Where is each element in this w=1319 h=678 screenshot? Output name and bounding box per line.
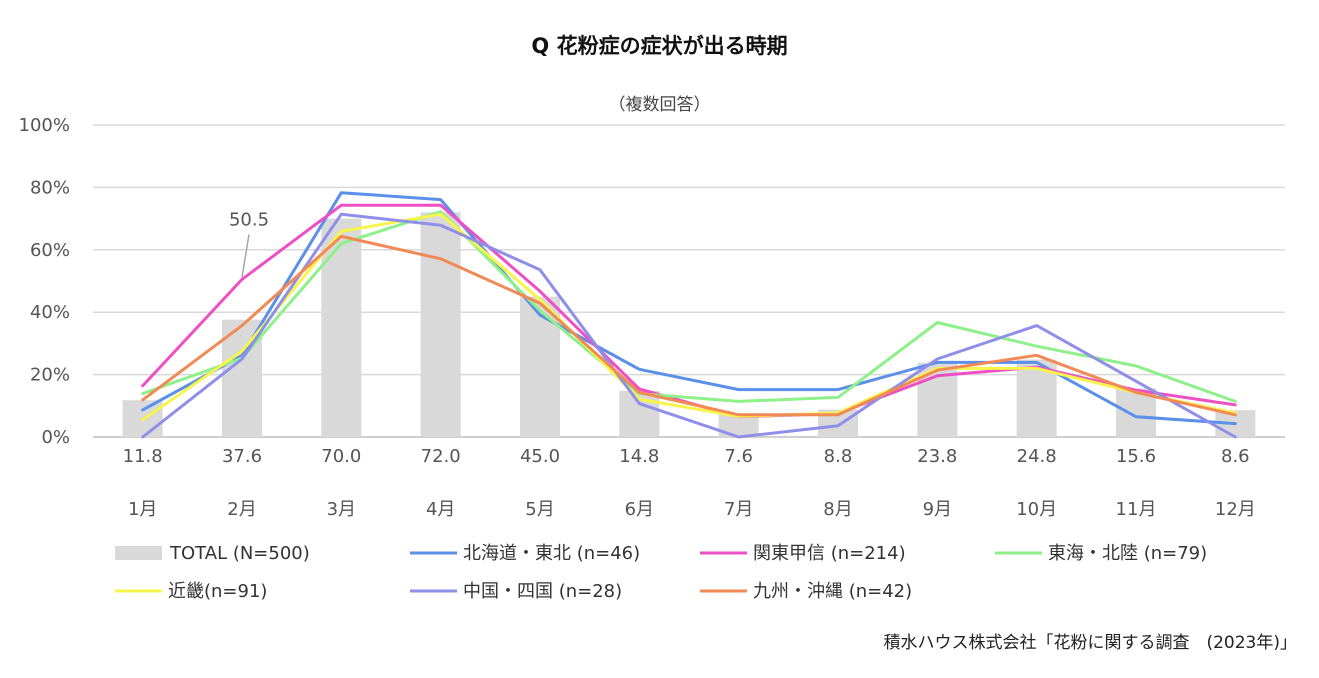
legend-label: 関東甲信 (n=214)	[753, 543, 906, 564]
y-tick-label: 20%	[30, 365, 70, 386]
bar-value-label: 37.6	[222, 446, 262, 467]
annotation: 50.5	[229, 209, 269, 278]
series-line	[141, 210, 1237, 403]
legend-swatch-bar	[115, 546, 162, 560]
x-tick-label: 1月	[128, 499, 157, 520]
legend-label: 東海・北陸 (n=79)	[1048, 543, 1207, 564]
legend-label: 中国・四国 (n=28)	[463, 581, 622, 602]
x-tick-label: 12月	[1215, 499, 1256, 520]
bar-series	[122, 212, 1256, 437]
y-tick-label: 0%	[41, 427, 70, 448]
bar-value-label: 15.6	[1116, 446, 1156, 467]
bar-value-label: 11.8	[123, 446, 163, 467]
bar-total	[718, 413, 759, 437]
legend-label: 近畿(n=91)	[168, 581, 267, 602]
legend-item: 北海道・東北 (n=46)	[410, 543, 640, 564]
y-tick-label: 40%	[30, 302, 70, 323]
legend-item-total: TOTAL (N=500)	[115, 543, 310, 564]
bar-total	[321, 218, 362, 437]
legend-label: TOTAL (N=500)	[169, 543, 310, 564]
series-line	[141, 203, 1237, 419]
line-series	[141, 191, 1237, 439]
y-tick-label: 80%	[30, 177, 70, 198]
bar-value-label: 24.8	[1017, 446, 1057, 467]
bar-value-label: 72.0	[421, 446, 461, 467]
legend: TOTAL (N=500) 北海道・東北 (n=46) 関東甲信 (n=214) 東海…	[115, 543, 1207, 602]
source-note: 積水ハウス株式会社「花粉に関する調査 (2023年)」	[883, 633, 1297, 653]
bar-value-label: 70.0	[321, 446, 361, 467]
x-tick-label: 9月	[923, 499, 952, 520]
x-tick-label: 8月	[823, 499, 852, 520]
legend-item: 東海・北陸 (n=79)	[995, 543, 1207, 564]
x-axis: 11.8 37.6 70.0 72.0 45.0 14.8 7.6 8.8 23.8 24.8 15…	[123, 446, 1256, 520]
legend-item: 関東甲信 (n=214)	[700, 543, 906, 564]
x-tick-label: 6月	[625, 499, 654, 520]
x-tick-label: 5月	[525, 499, 554, 520]
x-tick-label: 3月	[327, 499, 356, 520]
x-tick-label: 4月	[426, 499, 455, 520]
y-axis: 0% 20% 40% 60% 80% 100%	[19, 115, 70, 448]
legend-item: 九州・沖縄 (n=42)	[700, 581, 912, 602]
series-line	[141, 191, 1237, 426]
legend-label: 九州・沖縄 (n=42)	[753, 581, 912, 602]
legend-label: 北海道・東北 (n=46)	[463, 543, 640, 564]
bar-value-label: 14.8	[619, 446, 659, 467]
legend-item: 中国・四国 (n=28)	[410, 581, 622, 602]
x-tick-label: 2月	[227, 499, 256, 520]
series-line	[141, 234, 1237, 417]
chart-subtitle: （複数回答）	[608, 95, 711, 115]
bar-value-label: 8.6	[1221, 446, 1250, 467]
bar-value-label: 23.8	[917, 446, 957, 467]
x-tick-label: 11月	[1116, 499, 1157, 520]
bar-value-label: 8.8	[824, 446, 853, 467]
chart-title: Q 花粉症の症状が出る時期	[531, 34, 788, 58]
legend-item: 近畿(n=91)	[115, 581, 267, 602]
gridlines	[93, 124, 1285, 438]
y-tick-label: 100%	[19, 115, 70, 136]
bar-value-label: 45.0	[520, 446, 560, 467]
x-tick-label: 7月	[724, 499, 753, 520]
y-tick-label: 60%	[30, 240, 70, 261]
bar-value-label: 7.6	[724, 446, 753, 467]
annotation-leader	[241, 234, 250, 278]
bar-total	[420, 212, 461, 437]
series-line	[141, 212, 1237, 422]
series-line	[141, 212, 1237, 439]
x-tick-label: 10月	[1016, 499, 1057, 520]
annotation-label: 50.5	[229, 209, 269, 230]
